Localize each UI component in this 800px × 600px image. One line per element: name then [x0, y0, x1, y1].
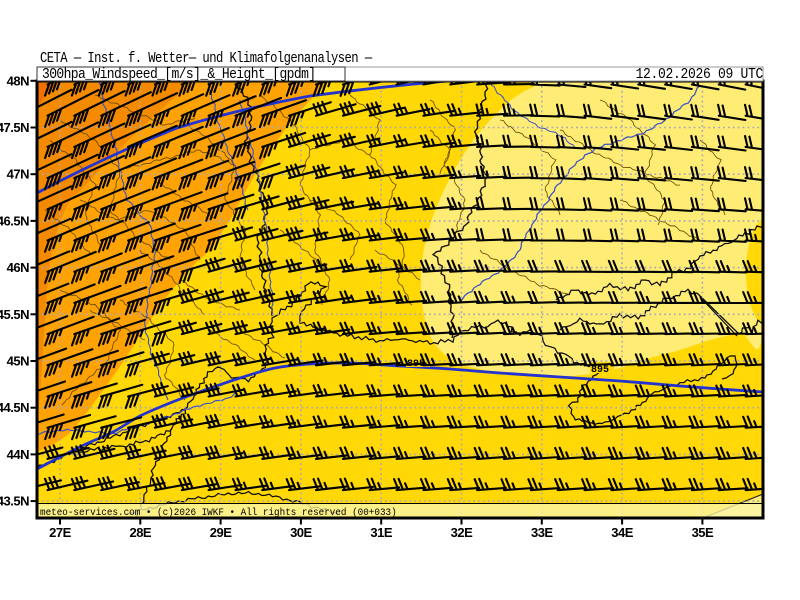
svg-text:45N: 45N [7, 354, 29, 369]
svg-text:31E: 31E [370, 525, 392, 540]
svg-text:12.02.2026 09 UTC: 12.02.2026 09 UTC [636, 66, 763, 83]
svg-text:CETA — Inst. f. Wetter— und Kl: CETA — Inst. f. Wetter— und Klimafolgena… [40, 51, 373, 67]
svg-text:47.5N: 47.5N [0, 120, 29, 135]
svg-text:48N: 48N [7, 73, 29, 88]
svg-text:29E: 29E [210, 525, 232, 540]
svg-text:45.5N: 45.5N [0, 307, 29, 322]
svg-text:30E: 30E [290, 525, 312, 540]
svg-text:300hpa_Windspeed_[m/s]_&_Heigh: 300hpa_Windspeed_[m/s]_&_Height_[gpdm] [42, 66, 315, 83]
svg-text:27E: 27E [49, 525, 71, 540]
svg-text:44N: 44N [7, 447, 29, 462]
svg-text:28E: 28E [129, 525, 151, 540]
svg-text:32E: 32E [451, 525, 473, 540]
svg-text:895: 895 [591, 365, 609, 376]
svg-text:44.5N: 44.5N [0, 400, 29, 415]
svg-text:meteo-services.com • (c)2026 I: meteo-services.com • (c)2026 IWKF • All … [40, 507, 397, 519]
svg-text:46N: 46N [7, 260, 29, 275]
svg-text:33E: 33E [531, 525, 553, 540]
svg-text:35E: 35E [692, 525, 714, 540]
svg-text:46.5N: 46.5N [0, 213, 29, 228]
svg-text:47N: 47N [7, 167, 29, 182]
svg-text:43.5N: 43.5N [0, 494, 29, 509]
svg-text:34E: 34E [611, 525, 633, 540]
